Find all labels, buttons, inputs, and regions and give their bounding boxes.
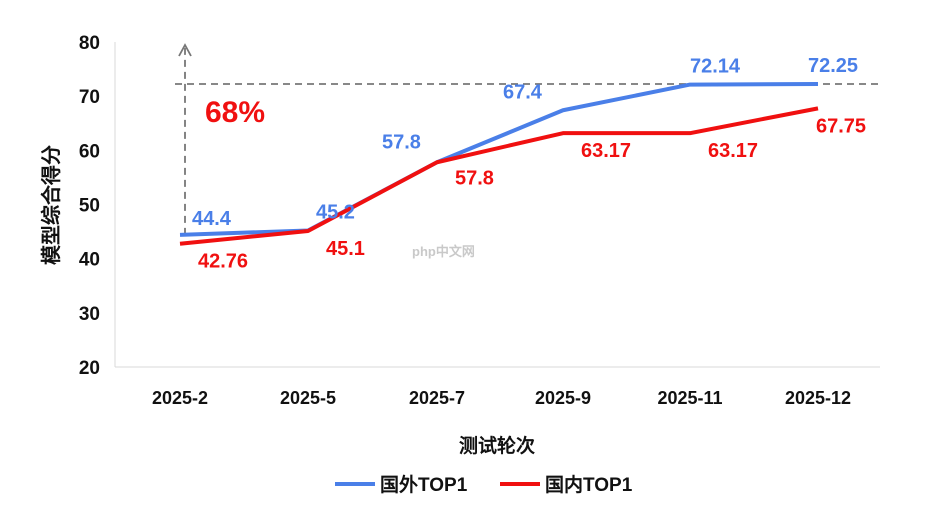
y-tick-label: 30 (79, 304, 100, 325)
y-tick-label: 80 (79, 33, 100, 54)
data-label: 72.14 (690, 56, 741, 78)
series-line-domestic-top1 (180, 108, 818, 243)
data-label: 63.17 (581, 140, 631, 162)
data-label: 42.76 (198, 251, 248, 273)
x-tick-label: 2025-11 (657, 388, 722, 408)
x-axis-title: 测试轮次 (459, 434, 535, 457)
watermark-logo: php中文网 (412, 244, 475, 259)
y-axis-title: 模型综合得分 (39, 145, 63, 265)
data-label: 72.25 (808, 55, 858, 77)
y-tick-label: 20 (79, 358, 100, 379)
data-label: 57.8 (455, 167, 494, 189)
x-tick-label: 2025-5 (280, 388, 336, 408)
data-label: 57.8 (382, 131, 421, 153)
data-label: 63.17 (708, 140, 758, 162)
data-label: 67.4 (503, 81, 543, 103)
y-tick-label: 60 (79, 141, 100, 162)
data-label: 44.4 (192, 208, 232, 230)
x-tick-label: 2025-2 (152, 388, 208, 408)
y-tick-label: 50 (79, 196, 100, 217)
x-tick-label: 2025-7 (409, 388, 465, 408)
data-label: 45.1 (326, 238, 365, 260)
data-label: 67.75 (816, 115, 866, 137)
legend-label: 国内TOP1 (545, 473, 633, 496)
growth-annotation: 68% (205, 96, 265, 129)
y-tick-label: 40 (79, 250, 100, 271)
x-tick-label: 2025-12 (785, 388, 851, 408)
data-label: 45.2 (316, 202, 355, 224)
legend-label: 国外TOP1 (380, 473, 468, 496)
x-tick-label: 2025-9 (535, 388, 591, 408)
y-tick-label: 70 (79, 87, 100, 108)
